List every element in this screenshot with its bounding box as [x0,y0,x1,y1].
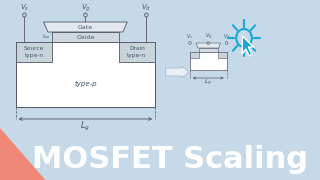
Text: $V_g$: $V_g$ [204,32,212,42]
Text: $V_s$: $V_s$ [20,3,29,13]
Bar [199,48,218,52]
Polygon shape [0,128,45,180]
Text: $V_d$: $V_d$ [223,32,230,41]
Polygon shape [242,36,254,56]
Text: $L_g$: $L_g$ [204,78,212,88]
Text: Gate: Gate [78,24,93,30]
Text: type-p: type-p [74,81,97,87]
Text: $L_g$: $L_g$ [80,120,91,132]
Text: $V_d$: $V_d$ [141,3,151,13]
Bar [16,42,155,107]
Text: $V_g$: $V_g$ [81,2,90,14]
Text: $t_{ox}$: $t_{ox}$ [42,33,51,41]
Bar [190,52,227,70]
Text: Drain
type-n: Drain type-n [127,46,146,58]
Bar [190,52,199,58]
Bar [218,52,227,58]
Bar [52,32,118,42]
Bar [16,42,52,62]
Polygon shape [44,22,127,32]
Text: Oxide: Oxide [76,35,95,39]
Polygon shape [196,43,220,48]
Text: Source
type-n: Source type-n [24,46,44,58]
Bar [118,42,155,62]
FancyArrow shape [165,66,189,78]
Text: MOSFET Scaling: MOSFET Scaling [32,145,308,174]
Text: $V_s$: $V_s$ [187,32,194,41]
